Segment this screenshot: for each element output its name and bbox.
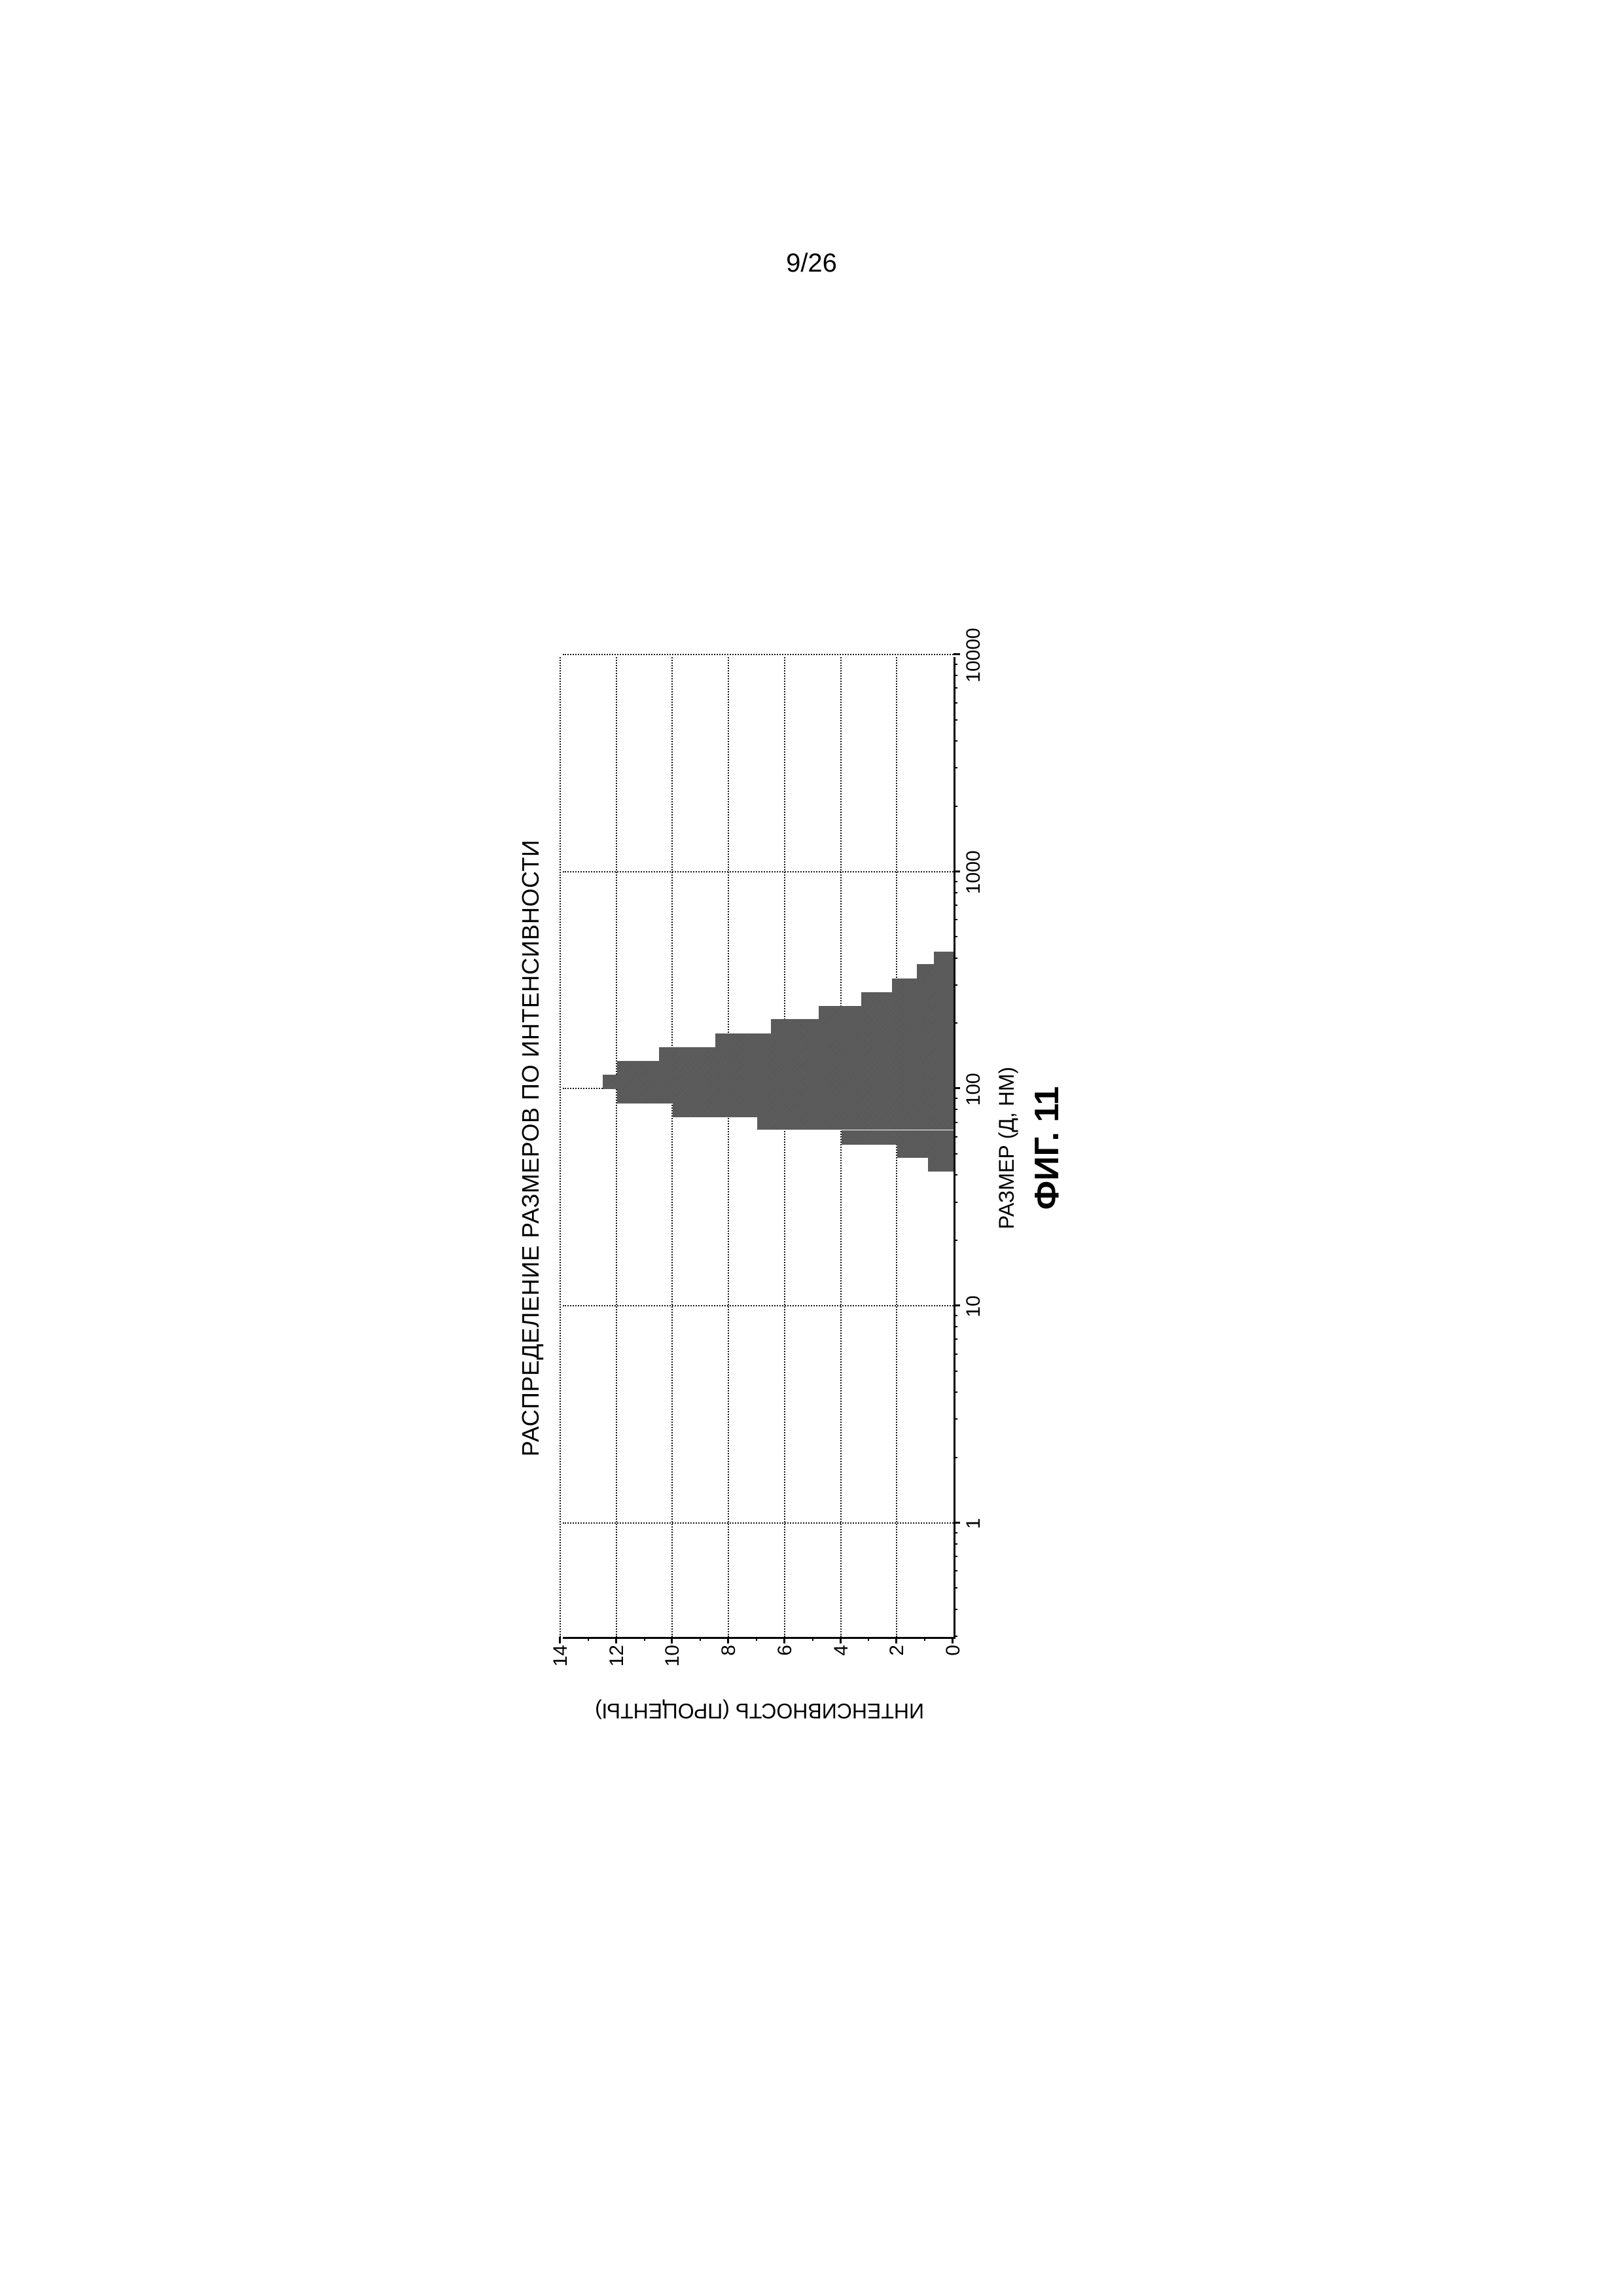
histogram-bar bbox=[897, 1144, 954, 1158]
y-tick-label: 14 bbox=[550, 1637, 572, 1666]
x-tick-minor bbox=[954, 1174, 957, 1175]
x-tick-minor bbox=[954, 958, 957, 959]
x-tick-minor bbox=[954, 1122, 957, 1123]
y-tick-label: 6 bbox=[774, 1637, 796, 1656]
histogram-bar bbox=[771, 1019, 954, 1033]
x-tick-minor bbox=[954, 1418, 957, 1420]
x-tick-minor bbox=[954, 919, 957, 920]
x-tick-label: 10 bbox=[954, 1295, 985, 1317]
x-tick-minor bbox=[954, 1391, 957, 1393]
x-gridline bbox=[563, 871, 954, 872]
y-gridline bbox=[728, 657, 729, 1637]
x-tick-minor bbox=[954, 1570, 957, 1571]
page-number: 9/26 bbox=[786, 249, 837, 278]
y-gridline bbox=[784, 657, 785, 1637]
x-tick-minor bbox=[954, 767, 957, 768]
x-tick-minor bbox=[954, 1315, 957, 1316]
y-gridline bbox=[840, 657, 842, 1637]
x-tick-minor bbox=[954, 1202, 957, 1203]
y-tick-minor bbox=[644, 1637, 645, 1641]
x-tick-label: 1000 bbox=[954, 850, 985, 894]
x-tick-minor bbox=[954, 740, 957, 742]
x-tick-minor bbox=[954, 687, 957, 689]
histogram-bar bbox=[617, 1089, 954, 1103]
x-tick-minor bbox=[954, 1136, 957, 1138]
x-tick-minor bbox=[954, 1240, 957, 1241]
x-tick-minor bbox=[954, 1609, 957, 1610]
x-axis-label: РАЗМЕР (Д, НМ) bbox=[995, 657, 1019, 1639]
y-tick-minor bbox=[812, 1637, 813, 1641]
x-tick-minor bbox=[954, 1532, 957, 1534]
histogram-bar bbox=[861, 992, 954, 1007]
y-axis-label-text: ИНТЕНСИВНОСТЬ (ПРОЦЕНТЫ) bbox=[595, 1698, 924, 1723]
x-tick-minor bbox=[954, 1153, 957, 1155]
histogram-bar bbox=[934, 952, 954, 966]
y-tick-label: 10 bbox=[662, 1637, 684, 1666]
y-tick-label: 4 bbox=[830, 1637, 853, 1656]
histogram-bar bbox=[819, 1006, 954, 1020]
y-tick-minor bbox=[700, 1637, 701, 1641]
x-tick-minor bbox=[954, 719, 957, 721]
x-tick-minor bbox=[954, 1109, 957, 1110]
x-tick-minor bbox=[954, 1354, 957, 1355]
x-tick-minor bbox=[954, 1371, 957, 1372]
x-tick-minor bbox=[954, 1543, 957, 1545]
histogram-bar bbox=[603, 1075, 954, 1089]
x-tick-minor bbox=[954, 675, 957, 676]
histogram-bar bbox=[842, 1130, 954, 1145]
histogram-bar bbox=[673, 1103, 954, 1118]
x-gridline bbox=[563, 1522, 954, 1524]
y-tick-label: 12 bbox=[606, 1637, 628, 1666]
x-tick-minor bbox=[954, 1587, 957, 1588]
x-tick-minor bbox=[954, 806, 957, 807]
y-gridline bbox=[616, 657, 617, 1637]
histogram-bar bbox=[757, 1116, 954, 1130]
figure-container: РАСПРЕДЕЛЕНИЕ РАЗМЕРОВ ПО ИНТЕНСИВНОСТИ … bbox=[517, 526, 1106, 1770]
x-tick-minor bbox=[954, 881, 957, 882]
x-tick-minor bbox=[954, 905, 957, 906]
x-tick-label: 100 bbox=[954, 1073, 985, 1105]
x-tick-minor bbox=[954, 1338, 957, 1340]
y-tick-minor bbox=[588, 1637, 589, 1641]
y-tick-minor bbox=[924, 1637, 925, 1641]
x-tick-minor bbox=[954, 984, 957, 986]
y-tick-label: 8 bbox=[718, 1637, 740, 1656]
x-tick-minor bbox=[954, 1326, 957, 1327]
x-gridline bbox=[563, 654, 954, 655]
histogram-bar bbox=[892, 978, 954, 993]
x-tick-minor bbox=[954, 892, 957, 893]
y-gridline bbox=[671, 657, 673, 1637]
histogram-bar bbox=[617, 1061, 954, 1075]
y-tick-label: 0 bbox=[942, 1637, 965, 1656]
x-tick-label: 1 bbox=[954, 1518, 985, 1529]
x-tick-label: 10000 bbox=[954, 628, 985, 682]
x-tick-minor bbox=[954, 1636, 957, 1637]
x-tick-minor bbox=[954, 1022, 957, 1024]
histogram-bar bbox=[928, 1158, 954, 1172]
chart-title: РАСПРЕДЕЛЕНИЕ РАЗМЕРОВ ПО ИНТЕНСИВНОСТИ bbox=[517, 526, 544, 1770]
histogram-bar bbox=[715, 1033, 954, 1048]
figure-caption: ФИГ. 11 bbox=[1027, 657, 1067, 1639]
x-tick-minor bbox=[954, 936, 957, 937]
x-gridline bbox=[563, 1305, 954, 1306]
y-tick-minor bbox=[756, 1637, 757, 1641]
y-gridline bbox=[560, 657, 561, 1637]
plot-area: 02468101214110100100010000 bbox=[563, 657, 955, 1639]
x-tick-minor bbox=[954, 664, 957, 665]
y-tick-minor bbox=[868, 1637, 869, 1641]
y-axis-label: ИНТЕНСИВНОСТЬ (ПРОЦЕНТЫ) bbox=[563, 1698, 955, 1724]
histogram-bar bbox=[659, 1047, 954, 1062]
y-tick-label: 2 bbox=[886, 1637, 908, 1656]
x-tick-minor bbox=[954, 1098, 957, 1099]
x-tick-minor bbox=[954, 1556, 957, 1557]
x-tick-minor bbox=[954, 1457, 957, 1458]
x-tick-minor bbox=[954, 702, 957, 704]
histogram-bar bbox=[917, 964, 954, 978]
